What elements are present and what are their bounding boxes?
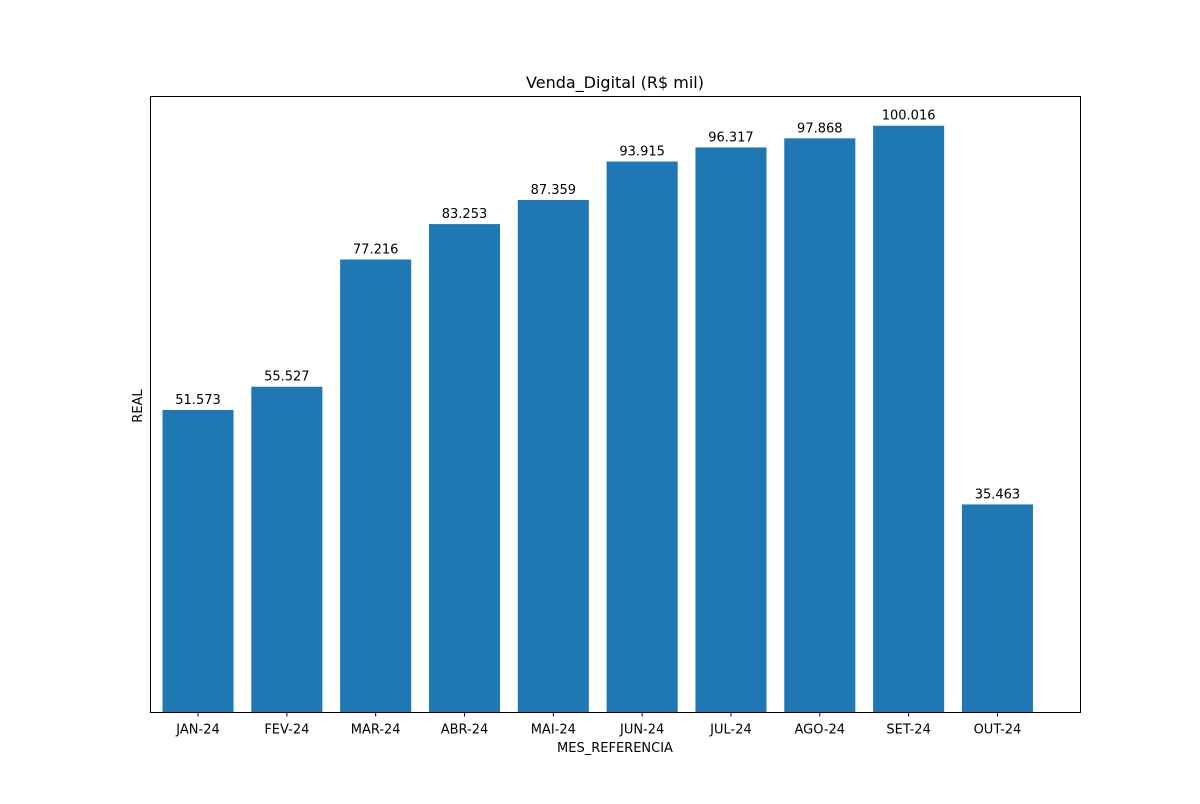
bar-jan-24 [162, 409, 234, 713]
value-label-mai-24: 87.359 [531, 183, 577, 198]
bar-ago-24 [784, 138, 856, 713]
value-label-jan-24: 51.573 [175, 393, 221, 408]
value-label-jun-24: 93.915 [619, 145, 665, 160]
plot-area-frame [150, 96, 1081, 713]
bar-mar-24 [340, 259, 412, 713]
value-label-jul-24: 96.317 [708, 130, 754, 145]
x-tick-label-mar-24: MAR-24 [351, 723, 401, 738]
value-label-out-24: 35.463 [975, 487, 1021, 502]
x-tick-label-out-24: OUT-24 [974, 723, 1022, 738]
value-labels-layer: 51.573 55.527 77.216 83.253 87.359 93.915 96.3… [175, 109, 1020, 503]
x-tick-label-jun-24: JUN-24 [619, 723, 664, 738]
value-label-mar-24: 77.216 [353, 243, 399, 258]
bar-jun-24 [606, 161, 678, 713]
x-tick-label-abr-24: ABR-24 [441, 723, 489, 738]
x-tick-label-jul-24: JUL-24 [709, 723, 752, 738]
value-label-ago-24: 97.868 [797, 121, 843, 136]
x-axis-label: MES_REFERENCIA [557, 741, 673, 756]
x-tick-label-set-24: SET-24 [886, 723, 930, 738]
value-label-abr-24: 83.253 [442, 207, 488, 222]
y-axis-label: REAL [131, 389, 146, 423]
bar-jul-24 [695, 147, 767, 713]
bar-abr-24 [428, 224, 501, 713]
chart-title: Venda_Digital (R$ mil) [526, 73, 704, 93]
value-label-set-24: 100.016 [882, 109, 936, 124]
bar-mai-24 [517, 199, 589, 713]
x-ticks-layer: JAN-24 FEV-24 MAR-24 ABR-24 MAI-24 JUN-24 JUL-… [175, 712, 1022, 738]
bar-set-24 [873, 125, 945, 713]
x-tick-label-mai-24: MAI-24 [531, 723, 576, 738]
bars-layer [162, 125, 1033, 713]
x-tick-label-jan-24: JAN-24 [175, 723, 219, 738]
bar-out-24 [961, 504, 1033, 713]
x-tick-label-fev-24: FEV-24 [264, 723, 309, 738]
x-tick-label-ago-24: AGO-24 [795, 723, 846, 738]
value-label-fev-24: 55.527 [264, 370, 310, 385]
bar-fev-24 [251, 386, 323, 713]
